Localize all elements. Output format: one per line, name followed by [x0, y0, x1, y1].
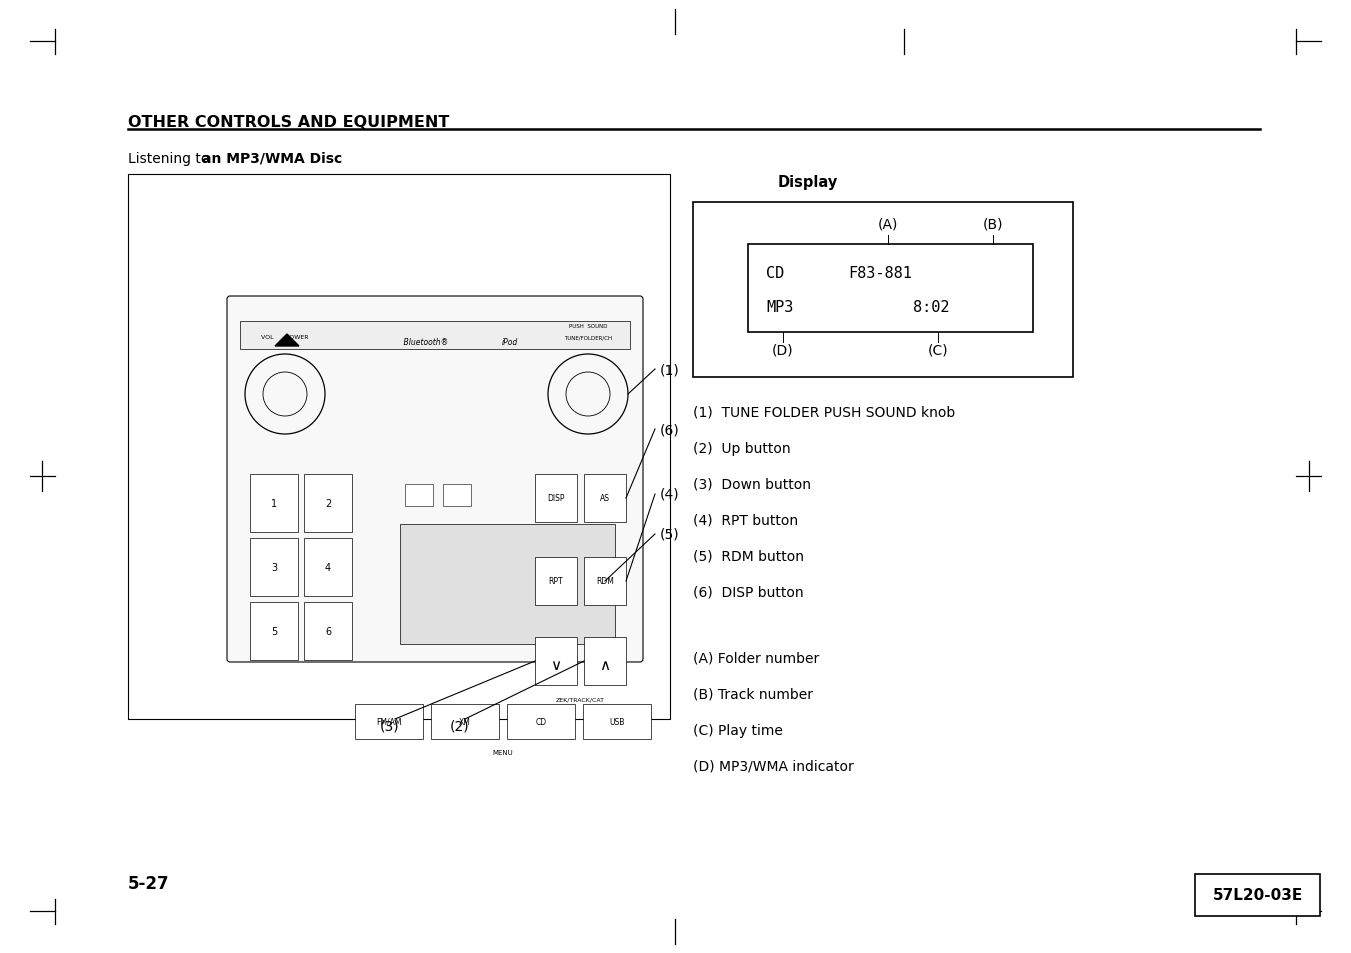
- Text: 3: 3: [272, 562, 277, 573]
- Text: MENU: MENU: [493, 749, 513, 755]
- Text: FM/AM: FM/AM: [376, 718, 401, 726]
- Bar: [304, 538, 353, 597]
- Text: Bluetooth®: Bluetooth®: [401, 337, 449, 347]
- Text: (1)  TUNE FOLDER PUSH SOUND knob: (1) TUNE FOLDER PUSH SOUND knob: [693, 406, 955, 419]
- Text: ∨: ∨: [550, 657, 562, 672]
- Bar: [304, 475, 353, 533]
- Text: DISP: DISP: [547, 494, 565, 503]
- Text: USB: USB: [609, 718, 624, 726]
- Text: (1): (1): [661, 363, 680, 376]
- Text: 5: 5: [270, 626, 277, 637]
- Bar: [584, 558, 626, 605]
- Bar: [250, 538, 299, 597]
- Text: (B) Track number: (B) Track number: [693, 687, 813, 701]
- Text: AS: AS: [600, 494, 611, 503]
- Bar: [1196, 874, 1320, 916]
- Bar: [584, 638, 626, 685]
- Text: RPT: RPT: [549, 577, 563, 586]
- Text: PUSH  SOUND: PUSH SOUND: [569, 324, 607, 329]
- Text: RDM: RDM: [596, 577, 613, 586]
- Text: Display: Display: [778, 174, 838, 190]
- Text: (5): (5): [661, 527, 680, 541]
- Text: (2): (2): [450, 720, 470, 733]
- Bar: [693, 203, 1073, 377]
- Text: (C) Play time: (C) Play time: [693, 723, 782, 738]
- Text: 5-27: 5-27: [128, 874, 170, 892]
- Text: 6: 6: [326, 626, 331, 637]
- Text: (3): (3): [380, 720, 400, 733]
- Bar: [748, 245, 1034, 333]
- Text: iPod: iPod: [501, 337, 519, 347]
- Text: Listening to: Listening to: [128, 152, 213, 166]
- Text: OTHER CONTROLS AND EQUIPMENT: OTHER CONTROLS AND EQUIPMENT: [128, 115, 450, 130]
- Bar: [443, 484, 471, 506]
- Bar: [507, 704, 576, 740]
- Bar: [431, 704, 499, 740]
- Text: (6)  DISP button: (6) DISP button: [693, 585, 804, 599]
- Bar: [240, 322, 630, 350]
- Text: VOL      POWER: VOL POWER: [261, 335, 309, 339]
- Text: F83-881: F83-881: [848, 265, 912, 280]
- Text: (5)  RDM button: (5) RDM button: [693, 550, 804, 563]
- Bar: [535, 638, 577, 685]
- Bar: [250, 475, 299, 533]
- Text: 57L20-03E: 57L20-03E: [1212, 887, 1302, 902]
- Text: 4: 4: [326, 562, 331, 573]
- Text: (D): (D): [773, 343, 794, 356]
- Bar: [250, 602, 299, 660]
- Text: ∧: ∧: [600, 657, 611, 672]
- Bar: [304, 602, 353, 660]
- FancyBboxPatch shape: [227, 296, 643, 662]
- Text: (A): (A): [878, 218, 898, 232]
- Text: 1: 1: [272, 498, 277, 509]
- Text: 8:02: 8:02: [913, 299, 950, 314]
- Text: ZEK/TRACK/CAT: ZEK/TRACK/CAT: [557, 698, 605, 702]
- Text: (4)  RPT button: (4) RPT button: [693, 514, 798, 527]
- Bar: [535, 475, 577, 522]
- Polygon shape: [276, 335, 299, 347]
- Text: an MP3/WMA Disc: an MP3/WMA Disc: [203, 152, 342, 166]
- Bar: [535, 558, 577, 605]
- Text: (B): (B): [982, 218, 1004, 232]
- Text: (C): (C): [928, 343, 948, 356]
- Text: CD: CD: [535, 718, 547, 726]
- Bar: [584, 704, 651, 740]
- Text: (4): (4): [661, 488, 680, 501]
- Text: (2)  Up button: (2) Up button: [693, 441, 790, 456]
- Text: (6): (6): [661, 422, 680, 436]
- Text: CD: CD: [766, 265, 784, 280]
- Text: XM: XM: [459, 718, 471, 726]
- Text: (D) MP3/WMA indicator: (D) MP3/WMA indicator: [693, 760, 854, 773]
- Bar: [405, 484, 434, 506]
- Text: (A) Folder number: (A) Folder number: [693, 651, 819, 665]
- Bar: [355, 704, 423, 740]
- Bar: [128, 174, 670, 720]
- Bar: [400, 524, 615, 644]
- Bar: [584, 475, 626, 522]
- Text: MP3: MP3: [766, 299, 793, 314]
- Text: TUNE/FOLDER/CH: TUNE/FOLDER/CH: [563, 335, 612, 339]
- Text: (3)  Down button: (3) Down button: [693, 477, 811, 492]
- Text: 2: 2: [324, 498, 331, 509]
